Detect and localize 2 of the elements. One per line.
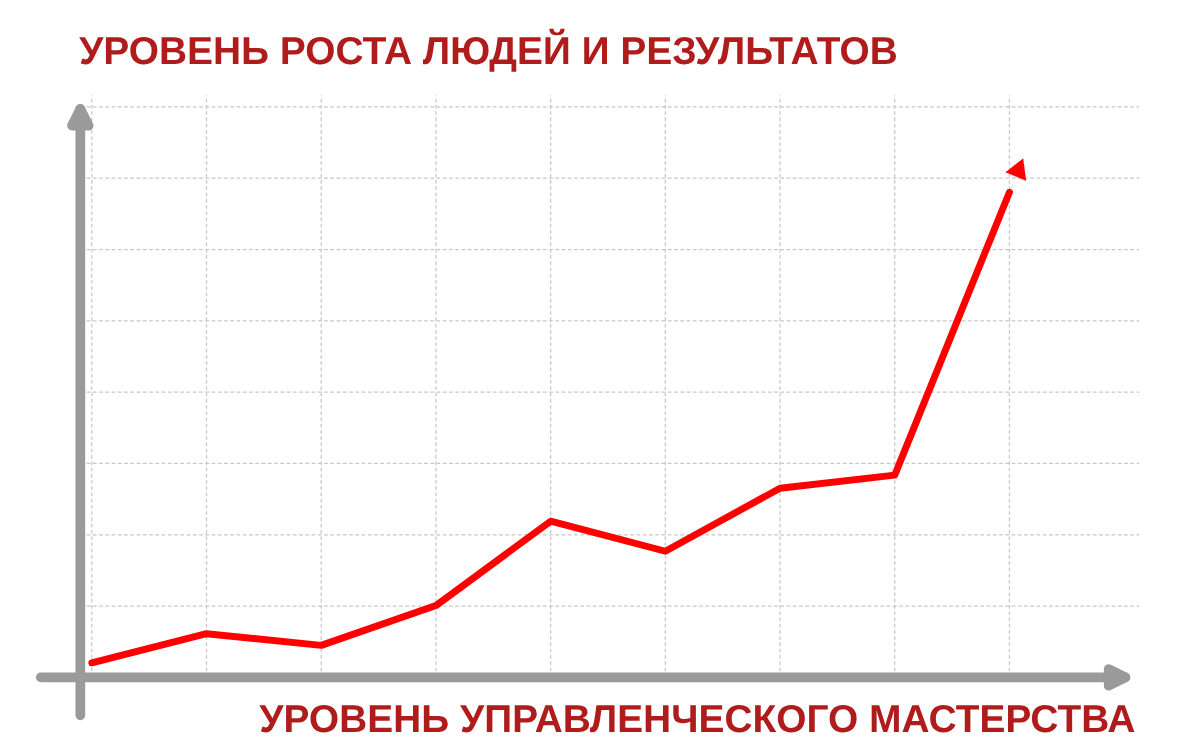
x-axis-title: УРОВЕНЬ УПРАВЛЕНЧЕСКОГО МАСТЕРСТВА — [259, 704, 1135, 733]
y-axis-title: УРОВЕНЬ РОСТА ЛЮДЕЙ И РЕЗУЛЬТАТОВ — [79, 28, 897, 72]
